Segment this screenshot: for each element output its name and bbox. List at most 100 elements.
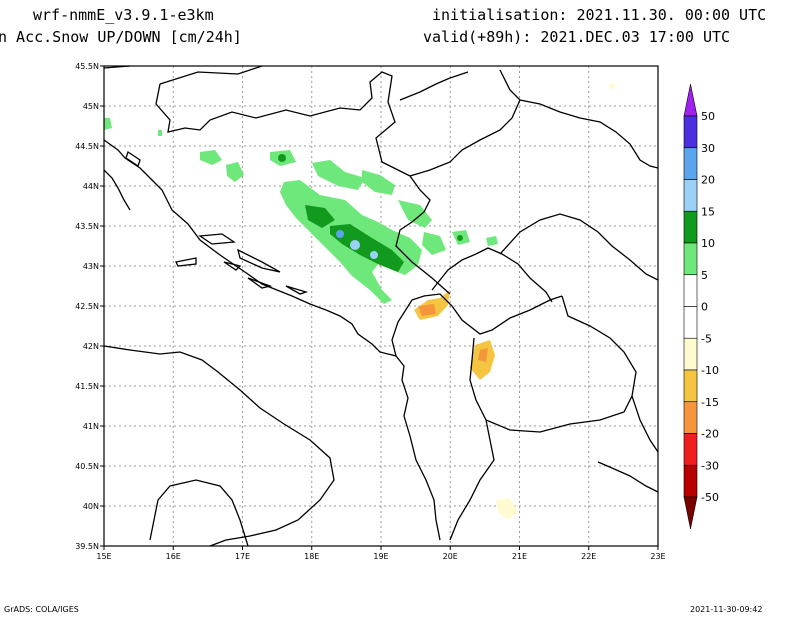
colorbar-bottom-arrow [683,496,698,530]
country-border [325,309,441,541]
snow-area [104,118,112,130]
colorbar-label: -15 [701,396,719,409]
lon-tick-label: 15E [96,552,111,561]
lon-tick-label: 22E [581,552,596,561]
lon-tick-label: 21E [512,552,527,561]
country-border [499,69,659,169]
footer-right: 2021-11-30-09:42 [690,605,763,614]
colorbar-segment [683,242,698,276]
snow-area [496,498,518,520]
lat-tick-label: 41.5N [75,382,99,391]
colorbar-segment [683,147,698,180]
lat-tick-label: 42N [83,342,99,351]
lat-tick-label: 40N [83,502,99,511]
lat-tick-label: 44.5N [75,142,99,151]
country-border [391,293,563,357]
lat-tick-label: 39.5N [75,542,99,551]
colorbar-label: 50 [701,110,715,123]
lat-tick-label: 43.5N [75,222,99,231]
snow-area [478,348,488,362]
snow-area [422,232,446,255]
lon-tick-label: 18E [304,552,319,561]
lat-tick-label: 42.5N [75,302,99,311]
lon-tick-label: 19E [373,552,388,561]
colorbar-segment [683,337,698,371]
init-time: initialisation: 2021.11.30. 00:00 UTC [432,6,767,24]
colorbar-label: 5 [701,269,708,282]
colorbar-label: 15 [701,205,715,218]
country-border [597,461,659,493]
snow-area [278,154,286,162]
valid-time: valid(+89h): 2021.DEC.03 17:00 UTC [423,28,731,46]
snow-accumulation-areas [104,83,615,520]
boundaries [103,65,659,547]
colorbar-label: -5 [701,332,712,345]
country-border [155,71,411,177]
country-border [449,419,495,541]
snow-area [370,251,378,259]
lat-tick-label: 44N [83,182,99,191]
snow-area [418,304,436,316]
lat-tick-label: 41N [83,422,99,431]
country-border [469,295,637,433]
snow-area [305,205,335,228]
colorbar-segment [683,464,698,498]
colorbar-segment [683,210,698,244]
colorbar-segment [683,115,698,149]
colorbar-segment [683,179,698,212]
lon-tick-label: 17E [235,552,250,561]
lon-tick-label: 23E [650,552,665,561]
colorbar-label: -10 [701,364,719,377]
snow-area [158,130,162,136]
longitude-axis: 15E 16E 17E 18E 19E 20E 21E 22E 23E [96,546,666,561]
country-border [125,150,309,295]
latitude-axis: 45.5N 45N 44.5N 44N 43.5N 43N 42.5N 42N 41.5N 41N… [75,62,104,551]
snow-area [336,230,344,238]
country-border [499,213,659,281]
country-border [103,169,131,211]
colorbar-segment [683,433,698,466]
snow-area [486,236,498,246]
model-title: wrf-nmmE_v3.9.1-e3km [33,6,214,24]
snow-area [398,200,432,228]
colorbar-label: -50 [701,491,719,504]
colorbar-label: -30 [701,459,719,472]
colorbar-label: 10 [701,237,715,250]
colorbar-label: 0 [701,301,708,314]
snow-area [330,224,404,272]
lat-tick-label: 45.5N [75,62,99,71]
colorbar-segment [683,369,698,403]
snow-area [200,150,222,165]
colorbar-top-arrow [683,83,698,117]
snow-area [362,170,395,195]
country-border [399,71,469,101]
country-border [409,99,521,177]
colorbar-label: 30 [701,142,715,155]
footer-left: GrADS: COLA/IGES [4,605,79,614]
country-border [395,175,451,295]
country-border [103,345,335,547]
map-area [103,65,659,547]
lat-tick-label: 43N [83,262,99,271]
snow-area [457,235,463,241]
lat-tick-label: 45N [83,102,99,111]
lat-tick-label: 40.5N [75,462,99,471]
country-border [149,479,249,547]
snow-area [312,160,365,190]
colorbar-segment [683,274,698,307]
field-title: n Acc.Snow UP/DOWN [cm/24h] [0,28,242,46]
colorbar-segment [683,306,698,339]
lon-tick-label: 20E [443,552,458,561]
colorbar-segment [683,401,698,434]
snow-area [350,240,360,250]
lon-tick-label: 16E [166,552,181,561]
snow-area [226,162,244,182]
colorbar-label: 20 [701,174,715,187]
country-border [475,247,553,303]
snow-area [609,83,615,89]
country-border [631,395,659,453]
colorbar-label: -20 [701,428,719,441]
country-border [431,253,477,291]
